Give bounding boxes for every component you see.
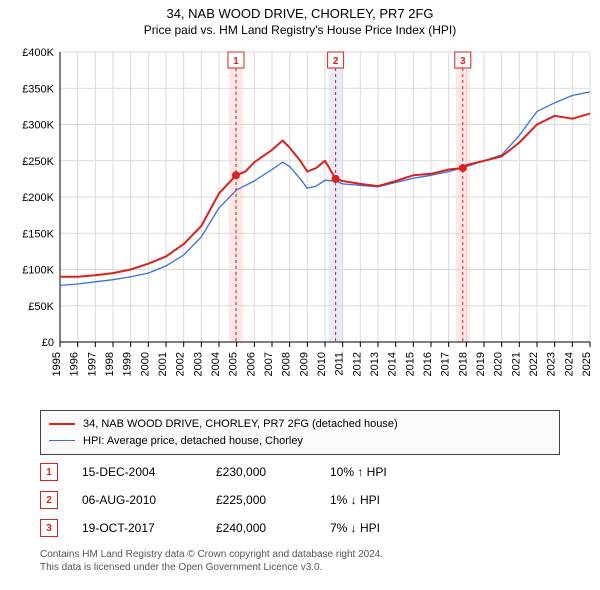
svg-text:2024: 2024 — [563, 352, 575, 376]
svg-text:2006: 2006 — [245, 352, 257, 376]
svg-text:2002: 2002 — [175, 352, 187, 376]
svg-text:1999: 1999 — [122, 352, 134, 376]
svg-text:2005: 2005 — [228, 352, 240, 376]
footnote: Contains HM Land Registry data © Crown c… — [40, 548, 560, 574]
svg-text:£300K: £300K — [22, 120, 54, 132]
legend: 34, NAB WOOD DRIVE, CHORLEY, PR7 2FG (de… — [40, 410, 560, 455]
svg-text:1998: 1998 — [104, 352, 116, 376]
svg-text:£350K: £350K — [22, 83, 54, 95]
event-delta: 10% ↑ HPI — [330, 465, 440, 479]
svg-text:2017: 2017 — [440, 352, 452, 376]
svg-text:1996: 1996 — [69, 352, 81, 376]
legend-swatch — [49, 423, 75, 425]
event-marker-box: 2 — [40, 491, 58, 509]
svg-text:1: 1 — [233, 56, 239, 67]
chart-svg: £0 £50K £100K £150K £200K £250K £300K £350K £400… — [0, 42, 600, 402]
svg-text:2009: 2009 — [298, 352, 310, 376]
svg-text:£400K: £400K — [22, 47, 54, 59]
svg-text:£50K: £50K — [28, 301, 54, 313]
svg-text:2018: 2018 — [457, 352, 469, 376]
svg-text:£200K: £200K — [22, 192, 54, 204]
event-date: 15-DEC-2004 — [82, 465, 192, 479]
event-marker-box: 1 — [40, 463, 58, 481]
svg-text:2001: 2001 — [157, 352, 169, 376]
svg-text:1995: 1995 — [51, 352, 63, 376]
chart-subtitle: Price paid vs. HM Land Registry's House … — [0, 21, 600, 37]
svg-text:2022: 2022 — [528, 352, 540, 376]
page: 34, NAB WOOD DRIVE, CHORLEY, PR7 2FG Pri… — [0, 0, 600, 590]
legend-row: 34, NAB WOOD DRIVE, CHORLEY, PR7 2FG (de… — [49, 416, 551, 433]
event-row: 3 19-OCT-2017 £240,000 7% ↓ HPI — [40, 514, 560, 542]
event-row: 2 06-AUG-2010 £225,000 1% ↓ HPI — [40, 486, 560, 514]
footnote-line: This data is licensed under the Open Gov… — [40, 561, 560, 574]
svg-text:2025: 2025 — [581, 352, 593, 376]
svg-text:2008: 2008 — [281, 352, 293, 376]
chart: £0 £50K £100K £150K £200K £250K £300K £350K £400… — [0, 42, 600, 402]
event-date: 06-AUG-2010 — [82, 493, 192, 507]
event-row: 1 15-DEC-2004 £230,000 10% ↑ HPI — [40, 458, 560, 486]
svg-text:2023: 2023 — [546, 352, 558, 376]
svg-text:2012: 2012 — [351, 352, 363, 376]
legend-label: 34, NAB WOOD DRIVE, CHORLEY, PR7 2FG (de… — [83, 416, 398, 433]
svg-text:£0: £0 — [42, 337, 54, 349]
legend-swatch — [49, 440, 75, 441]
svg-text:2015: 2015 — [404, 352, 416, 376]
svg-text:2: 2 — [333, 56, 339, 67]
svg-text:2016: 2016 — [422, 352, 434, 376]
svg-text:2021: 2021 — [510, 352, 522, 376]
svg-text:2011: 2011 — [334, 352, 346, 376]
svg-text:2003: 2003 — [192, 352, 204, 376]
svg-text:3: 3 — [460, 56, 466, 67]
svg-text:£100K: £100K — [22, 265, 54, 277]
event-marker-box: 3 — [40, 519, 58, 537]
footnote-line: Contains HM Land Registry data © Crown c… — [40, 548, 560, 561]
legend-row: HPI: Average price, detached house, Chor… — [49, 433, 551, 450]
svg-text:2007: 2007 — [263, 352, 275, 376]
svg-text:1997: 1997 — [86, 352, 98, 376]
svg-text:2013: 2013 — [369, 352, 381, 376]
event-delta: 1% ↓ HPI — [330, 493, 440, 507]
svg-text:2020: 2020 — [493, 352, 505, 376]
svg-text:2014: 2014 — [387, 352, 399, 376]
event-date: 19-OCT-2017 — [82, 521, 192, 535]
event-price: £240,000 — [216, 521, 306, 535]
svg-text:2000: 2000 — [139, 352, 151, 376]
legend-label: HPI: Average price, detached house, Chor… — [83, 433, 303, 450]
event-price: £225,000 — [216, 493, 306, 507]
event-price: £230,000 — [216, 465, 306, 479]
svg-text:2019: 2019 — [475, 352, 487, 376]
event-delta: 7% ↓ HPI — [330, 521, 440, 535]
events-table: 1 15-DEC-2004 £230,000 10% ↑ HPI 2 06-AU… — [40, 458, 560, 542]
chart-title: 34, NAB WOOD DRIVE, CHORLEY, PR7 2FG — [0, 0, 600, 21]
svg-text:2010: 2010 — [316, 352, 328, 376]
svg-text:£250K: £250K — [22, 156, 54, 168]
svg-text:£150K: £150K — [22, 228, 54, 240]
svg-text:2004: 2004 — [210, 352, 222, 376]
